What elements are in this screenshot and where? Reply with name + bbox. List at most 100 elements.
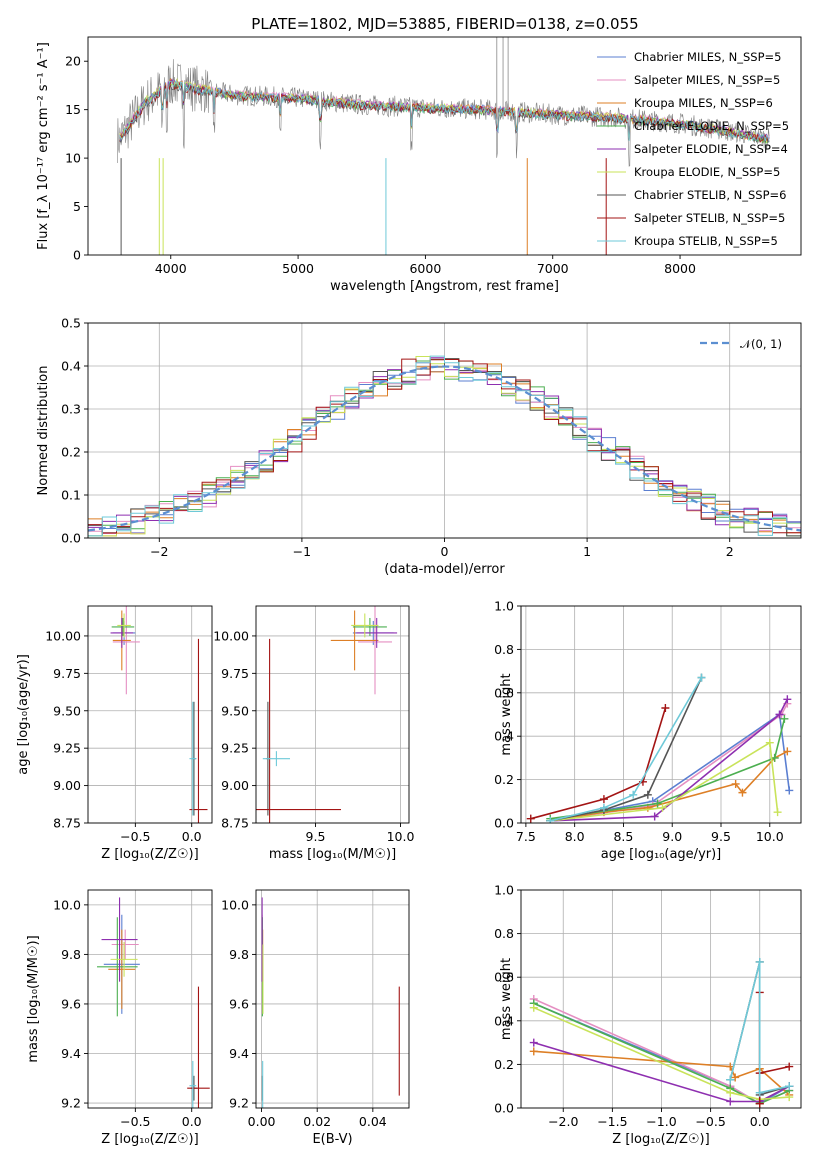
y-tick-label: 9.4 [229, 1046, 249, 1061]
y-tick-label: 1.0 [494, 599, 514, 614]
x-tick-label: 1 [583, 544, 591, 559]
spectrum-legend: Chabrier MILES, N_SSP=5 Salpeter MILES, N… [597, 50, 789, 248]
series-line-6 [119, 82, 770, 145]
legend-entry: 𝒩(0, 1) [740, 337, 782, 351]
x-tick-label: −2.0 [548, 1114, 578, 1129]
data-point-8 [262, 751, 290, 767]
mass-weight-vs-Z-plot-area [529, 957, 794, 1108]
weight-marker [599, 803, 608, 812]
axes-frame [87, 36, 802, 256]
weight-marker [529, 1047, 538, 1056]
weight-marker [775, 710, 784, 719]
x-axis-label: (data-model)/error [384, 562, 505, 577]
x-tick-label: 8.5 [613, 829, 633, 844]
x-tick-label: 0.00 [248, 1114, 276, 1129]
mass-vs-EBV-panel: 0.00 0.02 0.04 9.2 9.4 9.6 9.8 10.0 E(B-V) [221, 889, 410, 1147]
data-point-2 [330, 610, 379, 671]
y-tick-label: 9.75 [221, 666, 249, 681]
y-tick-label: 9.00 [53, 778, 81, 793]
spectrum-plot-area [117, 37, 770, 255]
data-point-8 [189, 701, 197, 816]
x-tick-label: 6000 [409, 261, 441, 276]
y-tick-label: 8.75 [221, 816, 249, 831]
data-point-1 [358, 606, 392, 695]
y-tick-label: 5 [73, 199, 81, 214]
y-tick-label: 0.8 [494, 642, 514, 657]
histogram-series-5 [88, 356, 801, 537]
weight-marker [780, 714, 789, 723]
legend-entry: Chabrier STELIB, N_SSP=6 [634, 188, 786, 202]
figure-title: PLATE=1802, MJD=53885, FIBERID=0138, z=0… [251, 15, 638, 33]
x-tick-label: −0.5 [695, 1114, 725, 1129]
y-tick-label: 0.5 [61, 316, 81, 331]
y-tick-label: 9.75 [53, 666, 81, 681]
y-axis-label: mass weight [499, 958, 514, 1040]
weight-line-7 [530, 707, 667, 820]
y-tick-label: 10.00 [45, 628, 81, 643]
y-tick-label: 0.0 [494, 1101, 514, 1116]
age-vs-mass-panel: 9.5 10.0 8.75 9.00 9.25 9.50 9.75 10.00 mass [lo… [213, 605, 415, 862]
x-tick-label: 10.0 [756, 829, 784, 844]
weight-marker [529, 1038, 538, 1047]
y-tick-label: 0 [73, 248, 81, 263]
x-tick-label: 8.0 [565, 829, 585, 844]
y-tick-label: 10.0 [221, 897, 249, 912]
legend-entry: Chabrier MILES, N_SSP=5 [634, 50, 781, 64]
x-tick-label: 8000 [664, 261, 696, 276]
x-tick-label: 4000 [155, 261, 187, 276]
y-tick-label: 0.8 [494, 926, 514, 941]
weight-marker [785, 1082, 794, 1091]
y-tick-label: 15 [65, 102, 81, 117]
axes-frame [520, 605, 802, 824]
weight-marker [661, 703, 670, 712]
x-tick-label: −1.0 [646, 1114, 676, 1129]
data-point-2 [108, 929, 136, 1009]
mass-vs-Z-panel: −0.5 0.0 9.2 9.4 9.6 9.8 10.0 Z [log₁₀(Z/Z☉)] ma… [26, 889, 213, 1147]
data-point-4 [101, 897, 138, 982]
data-point-3 [97, 917, 138, 1017]
x-tick-label: 9.5 [306, 829, 326, 844]
series-line-5 [119, 77, 770, 144]
legend-entry: Kroupa ELODIE, N_SSP=5 [634, 165, 780, 179]
legend-entry: Chabrier ELODIE, N_SSP=5 [634, 119, 789, 133]
weight-marker [773, 808, 782, 817]
legend-entry: Salpeter MILES, N_SSP=5 [634, 73, 780, 87]
y-tick-label: 0.2 [61, 445, 81, 460]
weight-line-5 [550, 741, 779, 822]
weight-marker [653, 799, 662, 808]
weight-marker [755, 1088, 764, 1097]
y-tick-label: 9.8 [229, 947, 249, 962]
data-point-4 [356, 617, 398, 648]
y-tick-label: 9.6 [61, 996, 81, 1011]
x-tick-label: 9.5 [711, 829, 731, 844]
y-axis-label: Normed distribution [36, 366, 51, 496]
data-point-5 [117, 613, 131, 638]
y-tick-label: 0.4 [61, 359, 81, 374]
y-tick-label: 10 [65, 151, 81, 166]
data-point-7 [187, 986, 210, 1108]
data-point-5 [351, 613, 379, 638]
spectrum-panel: 4000 5000 6000 7000 8000 0 5 10 15 20 wavelength [… [36, 36, 802, 294]
axes-frame [255, 605, 410, 824]
weight-marker [726, 1075, 735, 1084]
x-tick-label: 10.0 [387, 829, 415, 844]
weight-marker [726, 1088, 735, 1097]
y-tick-label: 0.6 [494, 685, 514, 700]
age-vs-Z-panel: −0.5 0.0 8.75 9.00 9.25 9.50 9.75 10.00 Z [log₁₀… [16, 605, 213, 862]
weight-line-5 [533, 1006, 790, 1101]
residual-histogram-plot-area [88, 355, 801, 537]
axes-frame [520, 889, 802, 1109]
x-tick-label: 0.02 [303, 1114, 331, 1129]
weight-marker [738, 788, 747, 797]
x-tick-label: −1 [293, 544, 311, 559]
weight-marker [529, 1003, 538, 1012]
age-vs-mass-plot-area [256, 606, 398, 823]
y-tick-label: 10.0 [53, 897, 81, 912]
y-tick-label: 0.2 [494, 772, 514, 787]
weight-marker [726, 1097, 735, 1106]
data-point-1 [112, 606, 140, 695]
y-tick-label: 9.2 [61, 1096, 81, 1111]
x-tick-label: −0.5 [120, 829, 150, 844]
weight-marker [783, 695, 792, 704]
